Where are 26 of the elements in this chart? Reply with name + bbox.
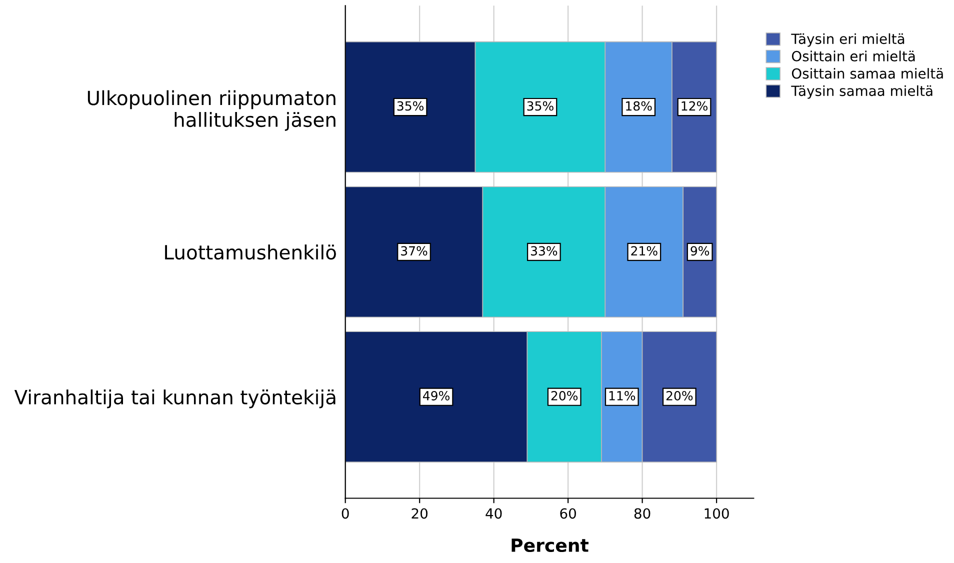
- x-tick-label: 80: [634, 508, 650, 519]
- data-label: 35%: [527, 101, 554, 111]
- data-label: 21%: [631, 246, 658, 256]
- legend-label: Osittain samaa mieltä: [792, 68, 943, 79]
- legend-label: Osittain eri mieltä: [792, 50, 915, 62]
- data-label: 35%: [397, 101, 424, 111]
- y-tick-label: Viranhaltija tai kunnan työntekijä: [14, 389, 336, 408]
- legend-label: Täysin eri mieltä: [791, 33, 904, 47]
- data-label: 37%: [401, 246, 428, 256]
- y-tick-label: Ulkopuolinen riippumaton hallituksen jäsen: [88, 90, 336, 131]
- x-tick-label: 0: [342, 508, 349, 519]
- x-tick-label: 20: [412, 508, 428, 519]
- x-axis-title: Percent: [512, 538, 588, 552]
- x-tick-label: 100: [704, 508, 729, 519]
- data-label: 12%: [682, 101, 708, 111]
- x-tick-label: 60: [560, 508, 576, 519]
- data-label: 20%: [666, 391, 693, 400]
- x-tick-label: 40: [486, 508, 502, 519]
- data-label: 20%: [551, 391, 578, 400]
- data-label: 11%: [609, 391, 636, 400]
- legend-label: Täysin samaa mieltä: [791, 85, 932, 99]
- data-label: 9%: [690, 246, 710, 256]
- data-label: 49%: [423, 391, 450, 400]
- y-tick-label: Luottamushenkilö: [165, 244, 336, 260]
- data-label: 18%: [626, 101, 652, 111]
- data-label: 33%: [531, 246, 558, 256]
